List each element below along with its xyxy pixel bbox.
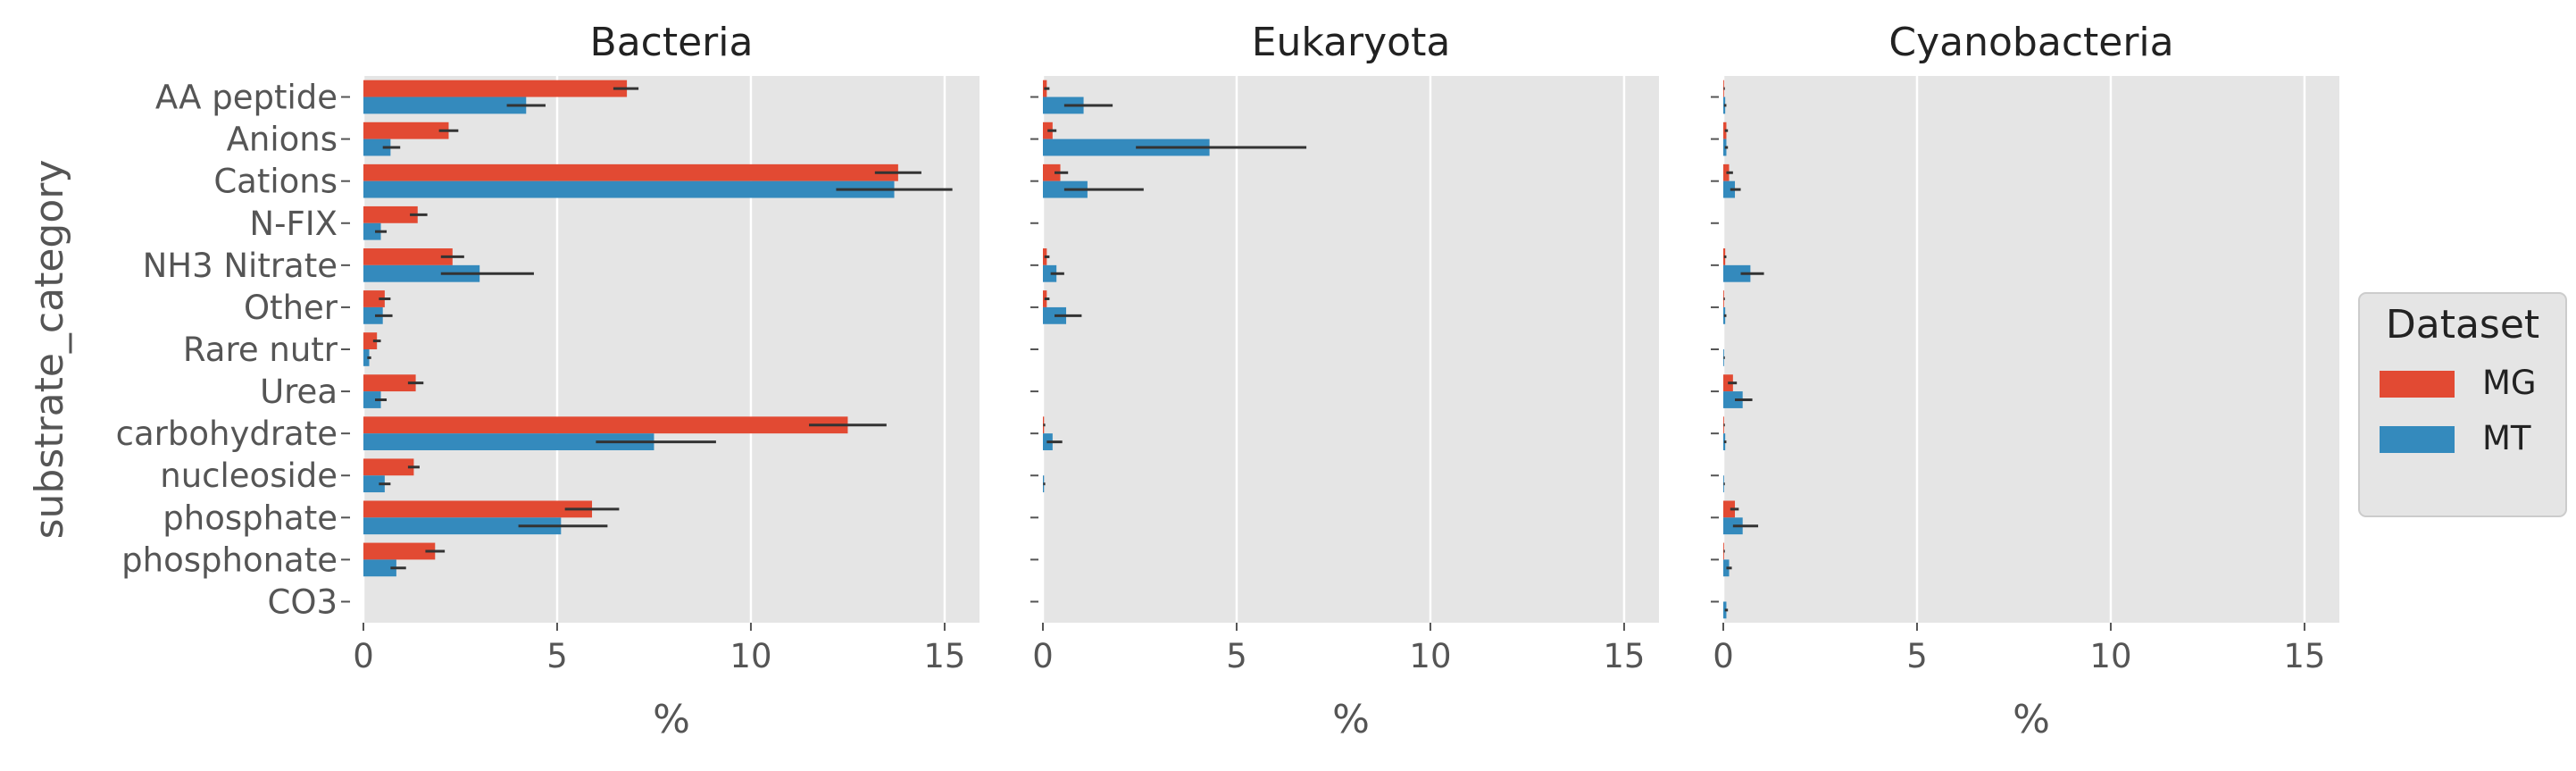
category-label: N-FIX [249,205,338,243]
bar-mg [1723,500,1736,518]
x-tick-label: 10 [1409,637,1451,675]
x-tick-label: 15 [923,637,965,675]
panel-title: Bacteria [590,20,754,65]
bar-mt [363,222,381,240]
bar-mt [363,96,527,114]
x-tick-label: 15 [1603,637,1645,675]
bar-mt [363,475,385,493]
bar-mt [363,138,391,156]
panel-title: Cyanobacteria [1888,20,2173,65]
x-tick-label: 10 [729,637,771,675]
category-label: Urea [260,373,338,411]
bar-mt [363,433,654,450]
bar-mt [1723,559,1730,577]
legend-box [2358,292,2567,517]
x-tick-label: 15 [2283,637,2325,675]
bar-mg [1723,163,1730,181]
legend-swatch-mg [2380,371,2455,398]
bar-mg [363,80,628,97]
x-tick-label: 5 [546,637,568,675]
legend-title: Dataset [2386,302,2539,348]
bar-mg [363,458,414,476]
bar-mg [363,374,416,392]
bar-mg [363,542,436,560]
category-label: carbohydrate [116,415,338,453]
panel-title: Eukaryota [1252,20,1451,65]
legend-label: MT [2482,419,2531,457]
bar-mt [1043,96,1084,114]
category-label: NH3 Nitrate [143,247,338,285]
x-tick-label: 5 [1906,637,1928,675]
panel-bacteria: 0 5 10 15 Bacteria% [353,20,980,742]
category-label: AA peptide [155,79,338,117]
x-axis-label: % [1332,697,1370,742]
category-label: phosphate [163,499,338,537]
bar-mt [1043,306,1067,324]
category-label: CO3 [268,582,338,621]
x-tick-label: 0 [1713,637,1734,675]
x-axis-label: % [653,697,690,742]
bar-mg [1043,163,1061,181]
bar-mt [363,180,895,198]
bar-mg [363,163,898,181]
category-label: Rare nutr [183,331,338,369]
panel-cyanobacteria: 0 5 10 15 Cyanobacteria% [1711,20,2339,742]
bar-mt [363,391,381,408]
bar-mg [363,332,378,349]
plot-background [1723,76,2339,623]
plot-background [363,76,980,623]
panel-eukaryota: 0 5 10 15 Eukaryota% [1030,20,1659,742]
bar-mt [1723,180,1736,198]
x-tick-label: 0 [1032,637,1054,675]
bar-mt [1043,264,1057,282]
bar-mt [363,264,480,282]
category-label: Cations [213,163,338,201]
bar-mt [1723,391,1743,408]
x-axis-label: % [2013,697,2050,742]
legend: Dataset MG MT [2358,292,2567,517]
x-tick-label: 5 [1226,637,1247,675]
legend-swatch-mt [2380,426,2455,453]
x-tick-label: 0 [353,637,374,675]
bar-mt [1043,138,1210,156]
category-label: Anions [227,121,338,159]
bar-mg [363,290,385,307]
plot-background [1043,76,1659,623]
bar-mg [363,248,453,265]
x-tick-label: 10 [2089,637,2131,675]
category-label: nucleoside [160,457,338,495]
bar-mt [363,349,370,366]
bar-mg [363,500,593,518]
bar-mt [363,306,383,324]
bar-mg [363,122,449,139]
bar-mt [1723,264,1751,282]
bar-mt [363,559,396,577]
y-axis-label: substrate_category [27,160,72,540]
category-label: phosphonate [121,541,338,579]
bar-mt [363,517,562,535]
legend-label: MG [2482,364,2537,402]
bar-mg [363,416,848,434]
bar-mg [363,205,418,223]
category-label: Other [244,289,338,327]
